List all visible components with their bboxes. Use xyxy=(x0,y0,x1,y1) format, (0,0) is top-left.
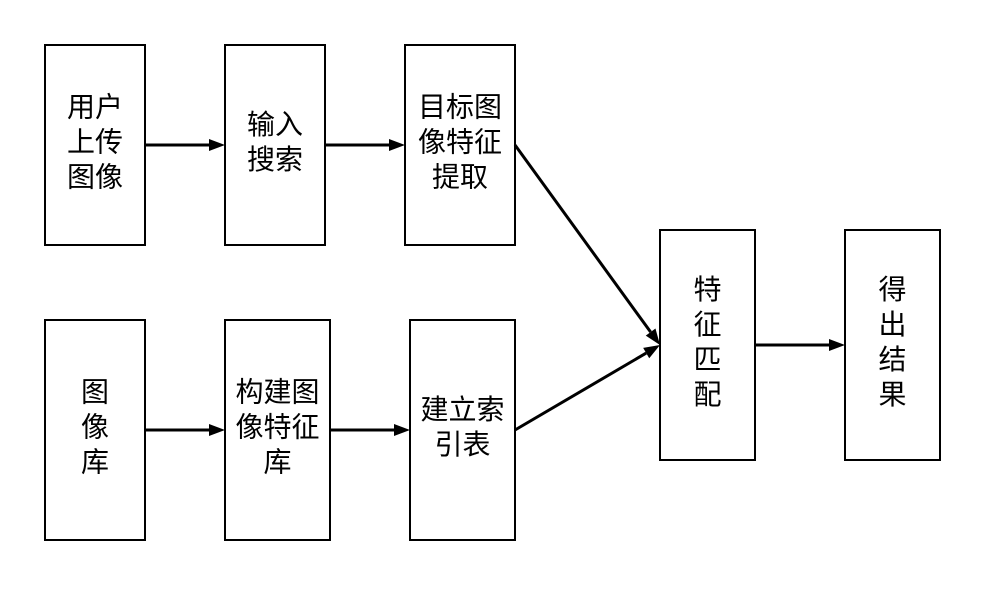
node-label: 图像 xyxy=(67,161,123,193)
node-label: 特 xyxy=(693,274,721,306)
flowchart-edge xyxy=(145,139,225,151)
node-label: 图 xyxy=(81,377,109,408)
node-label: 征 xyxy=(693,309,721,341)
flowchart-edge xyxy=(515,345,660,430)
node-label: 目标图 xyxy=(418,91,502,123)
node-label: 果 xyxy=(878,380,906,411)
flowchart-node: 建立索引表 xyxy=(410,320,515,540)
node-label: 引表 xyxy=(434,429,490,461)
flowchart-node: 特征匹配 xyxy=(660,230,755,460)
flowchart-edge xyxy=(330,424,410,436)
node-label: 库 xyxy=(263,446,291,478)
flowchart-node: 构建图像特征库 xyxy=(225,320,330,540)
flowchart-edge xyxy=(145,424,225,436)
node-label: 像 xyxy=(81,411,109,443)
flowchart-node: 图像库 xyxy=(45,320,145,540)
flowchart-node: 目标图像特征提取 xyxy=(405,45,515,245)
node-label: 搜索 xyxy=(247,144,303,176)
flowchart-node: 用户上传图像 xyxy=(45,45,145,245)
node-label: 建立索 xyxy=(420,394,504,426)
node-label: 匹 xyxy=(693,345,721,376)
flowchart-node: 输入搜索 xyxy=(225,45,325,245)
node-label: 用户 xyxy=(67,91,123,123)
node-label: 得 xyxy=(878,274,906,306)
node-label: 配 xyxy=(693,380,721,411)
flowchart-edge xyxy=(515,145,660,345)
flowchart-canvas: 用户上传图像输入搜索目标图像特征提取图像库构建图像特征库建立索引表特征匹配得出结… xyxy=(0,0,1000,592)
node-label: 输入 xyxy=(247,109,303,141)
flowchart-edge xyxy=(755,339,845,351)
node-label: 库 xyxy=(81,446,109,478)
node-label: 构建图 xyxy=(235,376,319,408)
flowchart-edge xyxy=(325,139,405,151)
node-label: 像特征 xyxy=(235,411,319,443)
node-label: 结 xyxy=(878,344,906,376)
node-label: 像特征 xyxy=(418,126,502,158)
node-label: 上传 xyxy=(67,126,123,158)
node-label: 出 xyxy=(878,309,906,341)
node-label: 提取 xyxy=(432,161,488,193)
flowchart-node: 得出结果 xyxy=(845,230,940,460)
